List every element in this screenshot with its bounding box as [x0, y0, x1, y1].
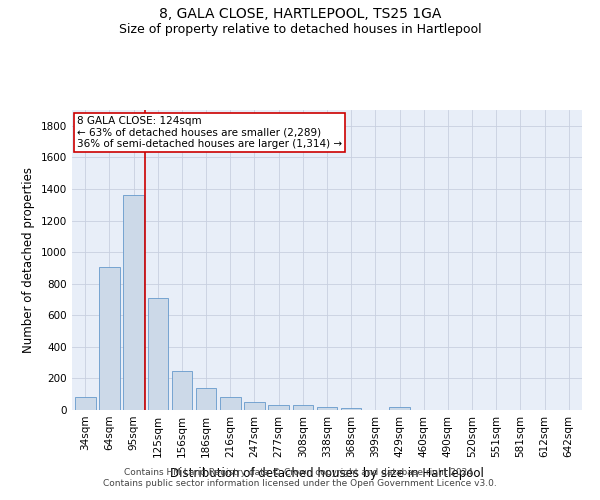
Bar: [317, 407, 337, 410]
Bar: [389, 407, 410, 410]
Bar: [293, 406, 313, 410]
Y-axis label: Number of detached properties: Number of detached properties: [22, 167, 35, 353]
Bar: [148, 298, 168, 410]
Bar: [220, 396, 241, 410]
Bar: [244, 402, 265, 410]
Text: 8, GALA CLOSE, HARTLEPOOL, TS25 1GA: 8, GALA CLOSE, HARTLEPOOL, TS25 1GA: [159, 8, 441, 22]
Text: 8 GALA CLOSE: 124sqm
← 63% of detached houses are smaller (2,289)
36% of semi-de: 8 GALA CLOSE: 124sqm ← 63% of detached h…: [77, 116, 342, 149]
Bar: [75, 398, 95, 410]
Text: Contains HM Land Registry data © Crown copyright and database right 2024.
Contai: Contains HM Land Registry data © Crown c…: [103, 468, 497, 487]
Bar: [268, 406, 289, 410]
Bar: [341, 408, 361, 410]
Bar: [196, 388, 217, 410]
Bar: [99, 267, 120, 410]
Text: Distribution of detached houses by size in Hartlepool: Distribution of detached houses by size …: [170, 468, 484, 480]
Bar: [172, 372, 192, 410]
Bar: [124, 196, 144, 410]
Text: Size of property relative to detached houses in Hartlepool: Size of property relative to detached ho…: [119, 22, 481, 36]
